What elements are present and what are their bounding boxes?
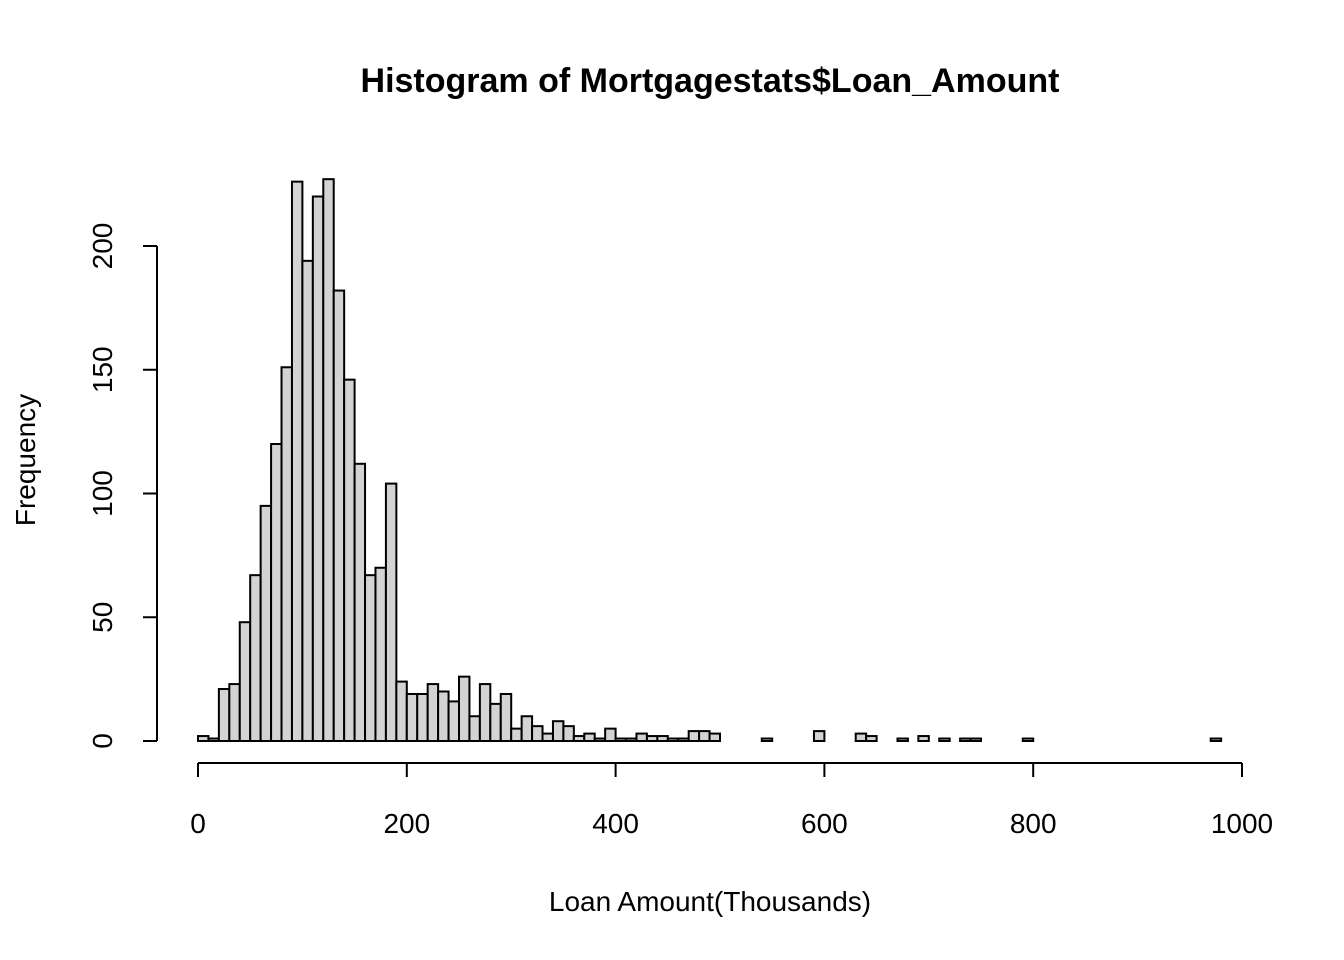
y-tick-label: 0 (87, 733, 118, 749)
y-tick-label: 50 (87, 602, 118, 633)
histogram-bar (760, 737, 774, 743)
histogram-bar (458, 675, 471, 743)
histogram-bar (645, 735, 659, 742)
histogram-bar (708, 732, 721, 743)
histogram-bar (625, 737, 638, 743)
histogram-bar (896, 737, 909, 743)
histogram-bar (812, 730, 826, 742)
x-tick-label: 800 (1010, 808, 1057, 839)
x-axis: 0 200 400 600 800 1000 (190, 762, 1273, 839)
y-tick-label: 100 (87, 470, 118, 517)
chart-title: Histogram of Mortgagestats$Loan_Amount (361, 62, 1060, 100)
histogram-bar (197, 735, 210, 742)
histogram-bar (531, 725, 544, 743)
histogram-bar (228, 683, 241, 743)
y-axis: 0 50 100 150 200 (87, 223, 158, 749)
histogram-bar (343, 378, 356, 742)
histogram-bar (666, 737, 680, 743)
x-axis-label: Loan Amount(Thousands) (549, 886, 871, 917)
histogram-bar (687, 730, 701, 742)
histogram-bar (917, 735, 930, 742)
histogram-bar (311, 195, 325, 742)
x-tick-label: 600 (801, 808, 848, 839)
histogram-bar (677, 737, 690, 743)
histogram-bar (259, 504, 273, 743)
histogram-bar (938, 737, 951, 743)
histogram-bar (1209, 737, 1223, 743)
histogram-bar (384, 482, 398, 742)
histogram-bar (959, 737, 972, 743)
histogram-bar (426, 683, 440, 743)
histogram-bar (520, 715, 534, 742)
histogram-bar (238, 621, 252, 743)
histogram-bar (969, 737, 982, 743)
histogram-bar (510, 727, 523, 743)
histogram-bar (332, 289, 346, 742)
histogram-bar (353, 462, 367, 742)
histogram-bar (583, 732, 596, 743)
histogram-bar (604, 727, 617, 743)
histogram-bar (698, 730, 711, 742)
histogram-bar (865, 735, 878, 742)
y-tick-label: 150 (87, 346, 118, 393)
y-tick-label: 200 (87, 223, 118, 270)
histogram-bar (395, 680, 408, 742)
histogram-bar (374, 566, 387, 742)
histogram-bar (854, 732, 868, 743)
histogram-bars (197, 178, 1223, 743)
histogram-bar (656, 735, 669, 742)
histogram-bar (290, 180, 304, 742)
histogram-bar (405, 692, 419, 742)
histogram-bar (489, 702, 502, 743)
histogram-bar (322, 178, 335, 743)
histogram-bar (562, 725, 575, 743)
histogram-bar (416, 692, 429, 742)
histogram-bar (217, 688, 231, 743)
histogram-bar (270, 443, 283, 742)
x-tick-label: 400 (592, 808, 639, 839)
histogram-bar (551, 720, 565, 743)
histogram-bar (447, 700, 460, 743)
histogram-bar (364, 574, 377, 742)
histogram-bar (635, 732, 648, 743)
x-tick-label: 200 (383, 808, 430, 839)
histogram-bar (593, 737, 607, 743)
histogram-bar (478, 683, 492, 743)
histogram-bar (614, 737, 628, 743)
histogram-bar (207, 737, 220, 743)
histogram-bar (1021, 737, 1035, 743)
histogram-bar (572, 735, 586, 742)
histogram-bar (249, 574, 262, 742)
histogram-bar (499, 692, 513, 742)
histogram-bar (541, 732, 554, 743)
y-axis-label: Frequency (10, 394, 41, 526)
histogram-bar (280, 366, 293, 742)
histogram-bar (301, 259, 314, 742)
histogram-bar (468, 715, 481, 742)
histogram-bar (437, 690, 450, 742)
x-tick-label: 1000 (1211, 808, 1273, 839)
x-tick-label: 0 (190, 808, 206, 839)
